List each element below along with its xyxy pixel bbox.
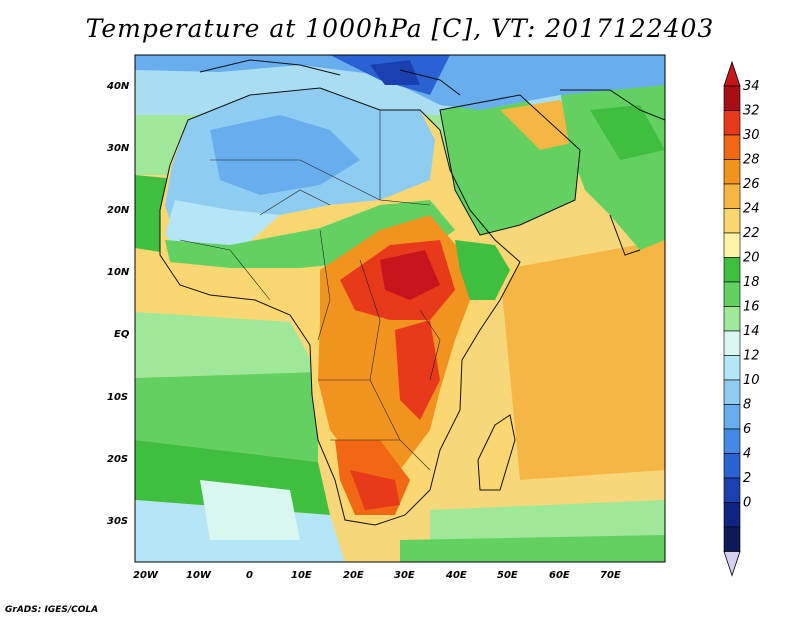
colorbar-tick-label: 22 bbox=[743, 226, 760, 241]
lat-tick-30s: 30S bbox=[107, 516, 128, 527]
lat-tick-10n: 10N bbox=[107, 267, 130, 278]
colorbar-swatch bbox=[723, 428, 741, 454]
colorbar-swatch bbox=[723, 502, 741, 528]
colorbar-swatch bbox=[723, 477, 741, 503]
madagascar bbox=[478, 415, 515, 490]
colorbar-tick-label: 20 bbox=[743, 251, 760, 266]
colorbar-swatch bbox=[723, 232, 741, 258]
coastlines bbox=[159, 59, 665, 526]
colorbar-tick-label: 24 bbox=[743, 202, 760, 217]
lat-tick-20n: 20N bbox=[107, 205, 130, 216]
lon-axis: 20W 10W 0 10E 20E 30E 40E 50E 60E 70E bbox=[133, 570, 621, 581]
colorbar-tick-label: 26 bbox=[743, 177, 760, 192]
colorbar-tick-label: 2 bbox=[743, 471, 751, 486]
lat-tick-20s: 20S bbox=[107, 454, 128, 465]
colorbar-swatch bbox=[723, 379, 741, 405]
lat-axis: 40N 30N 20N 10N EQ 10S 20S 30S bbox=[106, 81, 130, 527]
map-frame bbox=[134, 54, 666, 563]
lat-tick-30n: 30N bbox=[107, 143, 130, 154]
colorbar-swatch bbox=[723, 110, 741, 136]
colorbar-swatch bbox=[723, 453, 741, 479]
colorbar-swatch bbox=[723, 159, 741, 185]
lat-tick-10s: 10S bbox=[107, 392, 128, 403]
lon-tick-40e: 40E bbox=[445, 570, 467, 581]
country-borders bbox=[179, 110, 441, 471]
lon-tick-20e: 20E bbox=[343, 570, 364, 581]
colorbar-tick-label: 0 bbox=[743, 496, 751, 511]
lon-tick-0: 0 bbox=[246, 570, 253, 581]
colorbar-tick-label: 4 bbox=[743, 447, 751, 462]
colorbar-tick-label: 12 bbox=[743, 349, 760, 364]
colorbar-tick-label: 28 bbox=[743, 153, 760, 168]
colorbar-swatch bbox=[723, 355, 741, 381]
colorbar-swatch bbox=[723, 330, 741, 356]
lat-tick-40n: 40N bbox=[106, 81, 130, 92]
colorbar-swatch bbox=[723, 281, 741, 307]
colorbar-swatch bbox=[723, 404, 741, 430]
colorbar-tick-label: 6 bbox=[743, 422, 751, 437]
map-title: Temperature at 1000hPa [C], VT: 20171224… bbox=[85, 14, 715, 43]
colorbar-swatch bbox=[723, 208, 741, 234]
colorbar-swatch bbox=[723, 306, 741, 332]
colorbar-tick-label: 8 bbox=[743, 398, 751, 413]
colorbar-tick-label: 34 bbox=[743, 79, 760, 94]
lon-tick-70e: 70E bbox=[600, 570, 621, 581]
map-panel bbox=[135, 55, 665, 562]
colorbar-under-triangle bbox=[723, 551, 741, 577]
colorbar-tick-label: 30 bbox=[743, 128, 760, 143]
lon-tick-10e: 10E bbox=[291, 570, 312, 581]
lon-tick-30e: 30E bbox=[394, 570, 415, 581]
lon-tick-50e: 50E bbox=[497, 570, 518, 581]
lat-tick-eq: EQ bbox=[114, 329, 130, 340]
colorbar-tick-label: 14 bbox=[743, 324, 760, 339]
colorbar-tick-label: 32 bbox=[743, 104, 760, 119]
grads-credit: GrADS: IGES/COLA bbox=[5, 605, 99, 615]
colorbar-tick-label: 10 bbox=[743, 373, 760, 388]
colorbar-swatch bbox=[723, 85, 741, 111]
lon-tick-10w: 10W bbox=[186, 570, 212, 581]
colorbar-swatch bbox=[723, 257, 741, 283]
colorbar-swatch bbox=[723, 134, 741, 160]
lon-tick-60e: 60E bbox=[549, 570, 570, 581]
colorbar-over-triangle bbox=[723, 60, 741, 87]
colorbar-swatch bbox=[723, 183, 741, 209]
colorbar-tick-label: 18 bbox=[743, 275, 760, 290]
colorbar-tick-label: 16 bbox=[743, 300, 760, 315]
colorbar-swatch bbox=[723, 526, 741, 552]
lon-tick-20w: 20W bbox=[133, 570, 159, 581]
